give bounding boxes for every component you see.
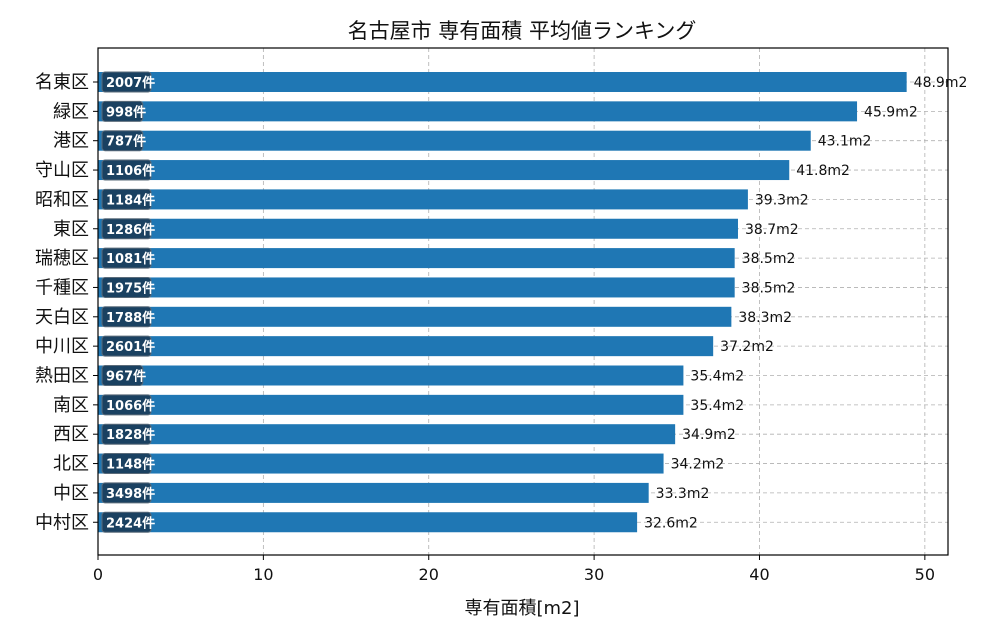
count-label: 2601件 <box>106 339 155 355</box>
value-label: 39.3m2 <box>755 192 809 208</box>
x-tick-label: 20 <box>419 565 439 584</box>
bar <box>98 130 811 151</box>
y-tick-label: 緑区 <box>53 101 89 122</box>
bar <box>98 189 748 210</box>
y-tick-label: 千種区 <box>35 277 89 298</box>
bar <box>98 453 664 474</box>
bar <box>98 277 735 298</box>
count-badge <box>101 335 152 357</box>
count-badge <box>101 218 152 240</box>
count-label: 787件 <box>106 134 146 150</box>
count-label: 1106件 <box>106 163 155 179</box>
bar <box>98 218 738 239</box>
count-label: 1286件 <box>106 222 155 238</box>
count-badge <box>101 276 152 298</box>
count-label: 3498件 <box>106 486 155 502</box>
y-tick-label: 東区 <box>53 219 89 240</box>
value-label: 38.5m2 <box>742 251 796 267</box>
bar <box>98 160 790 181</box>
count-badge <box>101 188 152 210</box>
y-tick-label: 北区 <box>53 454 89 475</box>
plot-frame <box>97 47 949 556</box>
y-tick-label: 天白区 <box>35 307 89 328</box>
y-tick-label: 中村区 <box>35 512 89 533</box>
count-label: 967件 <box>106 369 146 385</box>
bar <box>98 512 638 533</box>
y-tick-label: 瑞穂区 <box>35 248 89 269</box>
count-label: 1184件 <box>106 192 155 208</box>
bar <box>98 101 858 122</box>
bar <box>98 72 907 92</box>
bar <box>98 248 735 269</box>
value-label: 41.8m2 <box>796 163 850 179</box>
y-tick-label: 中川区 <box>35 336 89 357</box>
value-label: 37.2m2 <box>720 339 774 355</box>
value-label: 32.6m2 <box>644 515 698 531</box>
count-badge <box>101 159 152 181</box>
count-label: 1975件 <box>106 280 155 296</box>
x-tick-label: 50 <box>915 565 935 584</box>
grid-lines <box>97 48 948 555</box>
value-label: 33.3m2 <box>656 486 710 502</box>
y-tick-label: 名東区 <box>35 72 89 93</box>
value-label: 43.1m2 <box>818 134 872 150</box>
value-label: 34.9m2 <box>682 427 736 443</box>
chart-title: 名古屋市 専有面積 平均値ランキング <box>348 19 697 43</box>
count-label: 1081件 <box>106 251 155 267</box>
bars: 2007件 48.9m2 998件 45.9m2 787件 43.1m2 1106件 41.8… <box>98 71 968 533</box>
x-tick-label: 10 <box>253 565 273 584</box>
count-badge <box>101 482 152 504</box>
count-badge <box>101 453 152 475</box>
y-tick-label: 昭和区 <box>35 189 89 210</box>
count-label: 1148件 <box>106 457 155 473</box>
value-label: 38.3m2 <box>738 310 792 326</box>
bar <box>98 336 714 357</box>
y-tick-label: 熱田区 <box>35 366 89 387</box>
count-badge <box>101 423 152 445</box>
x-axis-label: 専有面積[m2] <box>464 598 579 619</box>
count-label: 2424件 <box>106 515 155 531</box>
value-label: 45.9m2 <box>864 104 918 120</box>
count-badge <box>101 511 152 533</box>
axes: 0 10 20 30 40 50 名東区緑区港区守山区昭和区東区瑞穂区千種区天白区中川区熱田… <box>35 47 949 584</box>
count-label: 1066件 <box>106 398 155 414</box>
value-label: 35.4m2 <box>690 398 744 414</box>
count-label: 1828件 <box>106 427 155 443</box>
x-tick-label: 30 <box>584 565 604 584</box>
bar <box>98 394 684 415</box>
count-badge <box>101 365 144 386</box>
count-badge <box>101 100 144 122</box>
x-tick-label: 0 <box>93 565 103 584</box>
y-tick-label: 西区 <box>53 424 89 445</box>
y-tick-label: 中区 <box>53 483 89 504</box>
y-tick-label: 守山区 <box>35 160 89 181</box>
value-label: 48.9m2 <box>914 75 968 91</box>
count-badge <box>101 306 152 328</box>
count-label: 998件 <box>106 104 146 120</box>
bar <box>98 424 676 445</box>
value-label: 34.2m2 <box>671 457 725 473</box>
x-tick-label: 40 <box>749 565 769 584</box>
value-label: 38.5m2 <box>742 280 796 296</box>
bar <box>98 365 684 386</box>
count-label: 1788件 <box>106 310 155 326</box>
count-badge <box>101 130 144 152</box>
count-badge <box>101 247 152 269</box>
bar <box>98 306 732 327</box>
count-badge <box>101 394 152 416</box>
y-tick-label: 南区 <box>53 395 89 416</box>
count-badge <box>101 71 152 93</box>
value-label: 38.7m2 <box>745 222 799 238</box>
value-label: 35.4m2 <box>690 369 744 385</box>
count-label: 2007件 <box>106 75 155 91</box>
bar <box>98 482 649 503</box>
y-tick-label: 港区 <box>53 131 89 152</box>
